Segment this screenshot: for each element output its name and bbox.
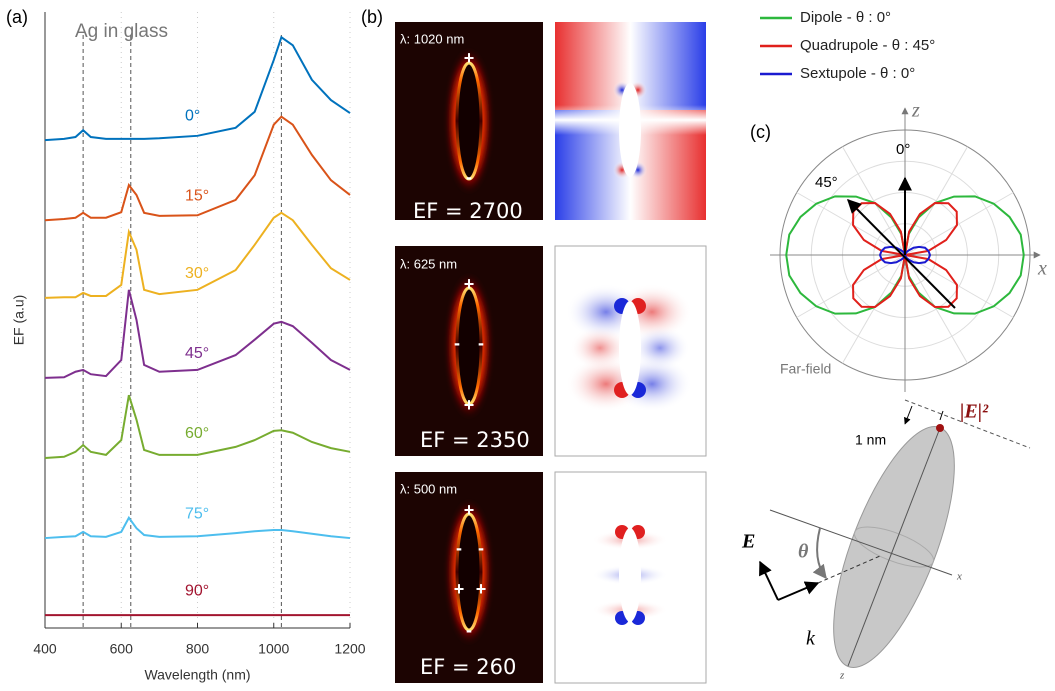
charge-sign: -: [454, 333, 460, 353]
series-line: [44, 35, 351, 142]
grid-spoke: [904, 146, 968, 256]
series-line: [44, 115, 351, 222]
charge-sign: +: [464, 48, 475, 68]
charge-sign: +: [464, 500, 475, 520]
charge-sign: -: [456, 538, 462, 558]
grid-spoke: [796, 192, 906, 256]
x-axis-label: Wavelength (nm): [144, 667, 250, 683]
series-line: [44, 289, 351, 379]
guide-line: [817, 555, 881, 584]
dimension-arrow: [904, 405, 913, 425]
x-tick-label: 800: [186, 641, 210, 657]
charge-sign: -: [478, 538, 484, 558]
x-tick-label: 600: [110, 641, 134, 657]
field-lobe: [570, 326, 630, 370]
wavelength-label: λ: 625 nm: [400, 256, 457, 271]
series-line: [44, 394, 351, 459]
particle: [619, 301, 641, 395]
field-label: E: [741, 531, 755, 553]
panel-label: (c): [750, 122, 771, 142]
particle: [619, 83, 641, 177]
particle: [455, 286, 483, 406]
particle: [455, 512, 483, 632]
k-label: k: [806, 628, 816, 650]
ef-label: EF = 2700: [413, 199, 523, 223]
note: Far-field: [780, 361, 831, 377]
x-axis: [769, 509, 953, 576]
wavelength-label: λ: 500 nm: [400, 481, 457, 496]
series-label: 30°: [185, 265, 209, 282]
axis-label: x: [1037, 258, 1047, 280]
legend-label: Sextupole - θ : 0°: [800, 65, 915, 82]
annotation: 0°: [896, 141, 910, 158]
grid-spoke: [904, 192, 1014, 256]
series-label: 15°: [185, 187, 209, 204]
field-map-row: λ: 500 nm + - - + + - EF = 260: [395, 471, 707, 684]
panel-c: z x Far-field Dipole - θ : 0° Quadrupole - θ…: [760, 9, 1047, 392]
charge-sign: +: [454, 579, 465, 599]
legend-label: Quadrupole - θ : 45°: [800, 37, 935, 54]
guide-line: [904, 399, 1031, 449]
k-arrow: [777, 581, 820, 601]
panel-label: (b): [361, 7, 383, 27]
z-label: z: [839, 670, 845, 682]
grid-spoke: [904, 254, 968, 364]
dimension-tick: [939, 410, 944, 421]
grid-spoke: [904, 254, 1014, 318]
grid-spoke: [796, 254, 906, 318]
field-arrow: [759, 560, 779, 601]
series-label: 60°: [185, 425, 209, 442]
particle: [619, 528, 641, 622]
charge-sign: +: [476, 579, 487, 599]
x-tick-label: 400: [33, 641, 57, 657]
annotation-arrow: [847, 199, 956, 309]
series-line: [44, 515, 351, 540]
probe-point: [936, 424, 944, 432]
charge-sign: -: [466, 167, 472, 187]
panel-label: (a): [6, 7, 28, 27]
wavelength-label: λ: 1020 nm: [400, 31, 464, 46]
series-label: 75°: [185, 505, 209, 522]
angle-arc: [812, 527, 827, 580]
z-axis: [847, 427, 941, 667]
charge-sign: -: [478, 333, 484, 353]
y-axis-label: EF (a.u): [11, 295, 27, 346]
particle-diagram: |E|² 1 nm E θ k x z: [741, 399, 1031, 682]
charge-sign: +: [464, 274, 475, 294]
grid-spoke: [842, 254, 906, 364]
field-map-row: λ: 625 nm + - - + EF = 2350: [395, 245, 707, 457]
x-label: x: [956, 571, 962, 583]
ef-label: EF = 260: [420, 655, 516, 679]
grid-spoke: [842, 146, 906, 256]
panel-a: 400 600 800 1000 1200 Ag in glass Wavelength (…: [11, 12, 366, 683]
chart-title: Ag in glass: [75, 21, 168, 42]
particle: [455, 61, 483, 181]
series-line: [44, 211, 351, 299]
field-map-row: λ: 1020 nm + - EF = 2700: [395, 22, 706, 223]
annotation: 45°: [815, 174, 838, 191]
distance-label: 1 nm: [855, 432, 886, 448]
series-label: 45°: [185, 345, 209, 362]
axis-label: z: [911, 100, 920, 122]
charge-sign: -: [466, 620, 472, 640]
series-label: 0°: [185, 107, 200, 124]
intensity-label: |E|²: [960, 401, 989, 423]
x-tick-label: 1000: [258, 641, 289, 657]
angle-label: θ: [798, 541, 809, 563]
field-lobe: [630, 326, 690, 370]
series-label: 90°: [185, 582, 209, 599]
panel-b: λ: 1020 nm + - EF = 2700 λ: 625 nm + - -…: [395, 22, 707, 684]
legend-label: Dipole - θ : 0°: [800, 9, 891, 26]
ef-label: EF = 2350: [420, 428, 530, 452]
x-tick-label: 1200: [334, 641, 365, 657]
charge-sign: +: [464, 395, 475, 415]
